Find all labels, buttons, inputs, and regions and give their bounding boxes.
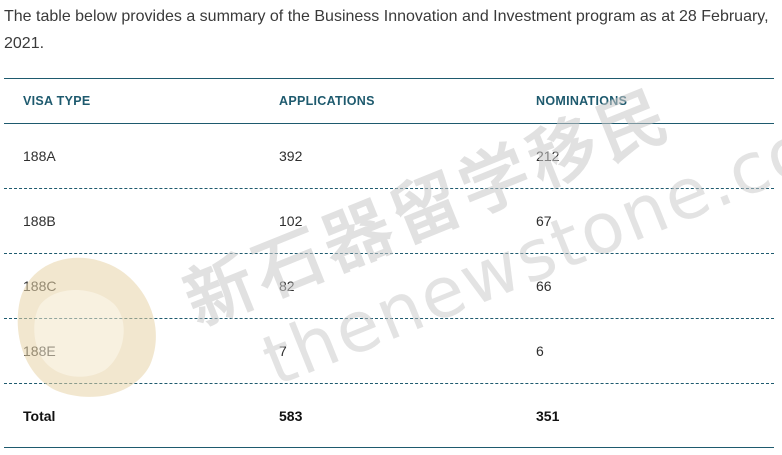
- table-row: 188A 392 212: [4, 124, 774, 189]
- applications-cell: 7: [279, 343, 287, 359]
- table-header-row: VISA TYPE APPLICATIONS NOMINATIONS: [4, 79, 774, 124]
- table-row: 188B 102 67: [4, 189, 774, 254]
- table-row: 188E 7 6: [4, 319, 774, 384]
- nominations-cell: 212: [536, 148, 560, 164]
- nominations-cell: 6: [536, 343, 544, 359]
- table-total-row: Total 583 351: [4, 384, 774, 448]
- header-nominations: NOMINATIONS: [536, 94, 628, 108]
- applications-cell: 392: [279, 148, 303, 164]
- header-visa-type: VISA TYPE: [23, 94, 91, 108]
- total-applications: 583: [279, 407, 303, 424]
- intro-paragraph: The table below provides a summary of th…: [4, 8, 769, 52]
- table-row: 188C 82 66: [4, 254, 774, 319]
- visa-type-cell: 188E: [23, 343, 56, 359]
- visa-type-cell: 188C: [23, 278, 57, 294]
- nominations-cell: 66: [536, 278, 552, 294]
- applications-cell: 102: [279, 213, 303, 229]
- summary-table: VISA TYPE APPLICATIONS NOMINATIONS 188A …: [4, 78, 774, 448]
- visa-type-cell: 188B: [23, 213, 56, 229]
- applications-cell: 82: [279, 278, 295, 294]
- header-applications: APPLICATIONS: [279, 94, 375, 108]
- total-label: Total: [23, 407, 56, 424]
- nominations-cell: 67: [536, 213, 552, 229]
- total-nominations: 351: [536, 407, 560, 424]
- visa-type-cell: 188A: [23, 148, 56, 164]
